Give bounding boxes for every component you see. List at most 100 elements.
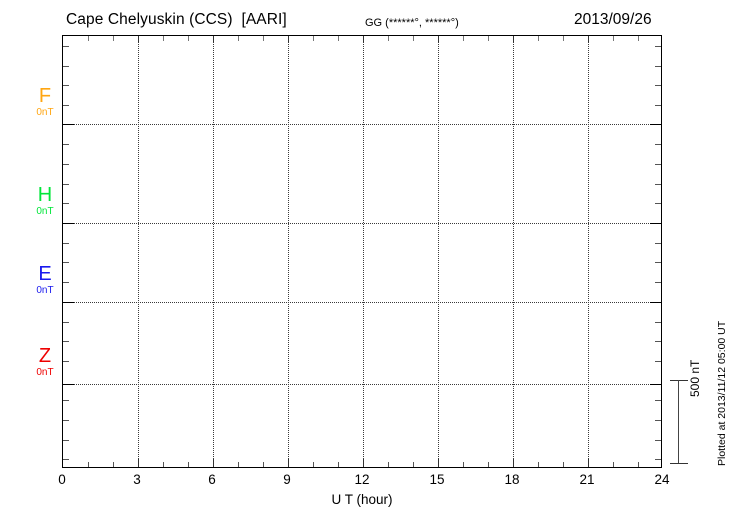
- y-axis-tick-minor: [63, 341, 69, 342]
- y-axis-tick-minor: [63, 46, 69, 47]
- y-axis-tick-minor: [63, 440, 69, 441]
- x-axis-tick-top: [413, 36, 414, 41]
- x-axis-tick-top: [563, 36, 564, 41]
- page-title: Cape Chelyuskin (CCS) [AARI]: [66, 11, 287, 28]
- component-letter-z: Z: [38, 345, 52, 367]
- component-letter-e: E: [38, 263, 52, 285]
- x-axis-tick: [263, 462, 264, 467]
- y-axis-tick-minor: [655, 440, 661, 441]
- x-axis-tick-label: 12: [354, 472, 370, 487]
- x-axis-tick: [213, 459, 214, 467]
- y-axis-tick-minor: [63, 361, 69, 362]
- x-axis-tick-top: [538, 36, 539, 41]
- x-axis-tick: [113, 462, 114, 467]
- x-axis-tick-top: [138, 36, 139, 43]
- y-axis-tick-major: [650, 223, 661, 224]
- plot-area: [62, 35, 662, 468]
- geographic-coordinates-label: GG (******°, ******°): [365, 17, 459, 29]
- x-axis-tick: [588, 459, 589, 467]
- x-axis-tick: [563, 462, 564, 467]
- x-axis-tick: [513, 459, 514, 467]
- y-axis-tick-minor: [63, 105, 69, 106]
- baseline-f: [63, 124, 661, 125]
- component-zero-label-h: 0nT: [36, 206, 54, 217]
- component-zero-label-z: 0nT: [36, 367, 54, 378]
- baseline-z: [63, 384, 661, 385]
- y-axis-tick-minor: [63, 85, 69, 86]
- y-axis-tick-minor: [655, 282, 661, 283]
- x-axis-tick: [488, 462, 489, 467]
- y-axis-tick-minor: [655, 203, 661, 204]
- x-axis-tick-label: 24: [654, 472, 670, 487]
- vertical-gridline: [138, 36, 139, 467]
- vertical-gridline: [588, 36, 589, 467]
- y-axis-tick-minor: [655, 144, 661, 145]
- x-axis-tick-top: [463, 36, 464, 41]
- y-axis-tick-minor: [63, 420, 69, 421]
- component-letter-f: F: [38, 85, 52, 107]
- y-axis-tick-minor: [63, 243, 69, 244]
- scale-bar-stem: [678, 380, 679, 464]
- y-axis-tick-minor: [655, 361, 661, 362]
- x-axis-tick: [363, 459, 364, 467]
- scale-bar-top-cap: [670, 380, 688, 381]
- x-axis-tick-top: [88, 36, 89, 41]
- x-axis-tick-top: [188, 36, 189, 41]
- y-axis-tick-minor: [63, 459, 69, 460]
- y-axis-tick-major: [63, 302, 74, 303]
- x-axis-tick: [338, 462, 339, 467]
- x-axis-tick: [88, 462, 89, 467]
- component-letter-h: H: [37, 184, 53, 206]
- x-axis-tick: [613, 462, 614, 467]
- x-axis-tick: [313, 462, 314, 467]
- vertical-gridline: [363, 36, 364, 467]
- y-axis-tick-minor: [63, 400, 69, 401]
- y-axis-tick-minor: [63, 164, 69, 165]
- x-axis-tick-label: 0: [58, 472, 66, 487]
- y-axis-tick-minor: [655, 341, 661, 342]
- y-axis-tick-major: [63, 124, 74, 125]
- x-axis-tick-top: [338, 36, 339, 41]
- component-label-e: E 0nT: [30, 264, 60, 297]
- x-axis-tick: [463, 462, 464, 467]
- x-axis-tick-label: 9: [283, 472, 291, 487]
- y-axis-tick-minor: [655, 184, 661, 185]
- x-axis-tick-top: [238, 36, 239, 41]
- y-axis-tick-major: [650, 384, 661, 385]
- vertical-gridline: [288, 36, 289, 467]
- x-axis-tick-top: [513, 36, 514, 43]
- observation-date: 2013/09/26: [574, 11, 652, 28]
- scale-bar-icon: [670, 380, 688, 464]
- component-zero-label-e: 0nT: [36, 285, 54, 296]
- x-axis-tick-top: [488, 36, 489, 41]
- x-axis-tick-top: [288, 36, 289, 43]
- y-axis-tick-minor: [63, 66, 69, 67]
- y-axis-tick-minor: [655, 164, 661, 165]
- x-axis-tick-top: [213, 36, 214, 43]
- y-axis-tick-minor: [655, 243, 661, 244]
- y-axis-tick-minor: [655, 420, 661, 421]
- baseline-h: [63, 223, 661, 224]
- x-axis-tick-top: [163, 36, 164, 41]
- x-axis-title: U T (hour): [331, 492, 393, 507]
- component-zero-label-f: 0nT: [36, 107, 54, 118]
- x-axis-tick-top: [438, 36, 439, 43]
- x-axis-tick-top: [313, 36, 314, 41]
- x-axis-tick-label: 21: [579, 472, 595, 487]
- x-axis-tick: [238, 462, 239, 467]
- x-axis-tick-label: 18: [504, 472, 520, 487]
- y-axis-tick-minor: [655, 85, 661, 86]
- x-axis-tick-top: [613, 36, 614, 41]
- x-axis-tick: [538, 462, 539, 467]
- y-axis-tick-major: [63, 384, 74, 385]
- component-label-f: F 0nT: [30, 86, 60, 119]
- y-axis-tick-minor: [655, 322, 661, 323]
- baseline-e: [63, 302, 661, 303]
- component-label-z: Z 0nT: [30, 346, 60, 379]
- x-axis-tick-top: [113, 36, 114, 41]
- scale-bar-label: 500 nT: [688, 359, 702, 397]
- y-axis-tick-major: [650, 124, 661, 125]
- x-axis-tick: [388, 462, 389, 467]
- x-axis-tick-top: [588, 36, 589, 43]
